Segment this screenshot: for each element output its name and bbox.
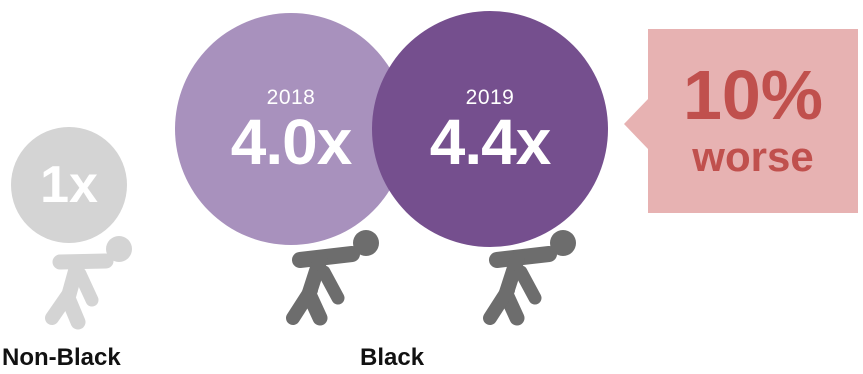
year-2019-label: 2019 [465,86,515,109]
ball-2018 [175,13,407,245]
year-2018-label: 2018 [266,86,316,109]
ball-2018-text: 2018 4.0x [175,86,407,174]
non-black-multiplier: 1x [40,156,98,214]
callout-pointer [624,98,649,150]
ball-2019-text: 2019 4.4x [374,86,606,174]
callout-box [648,29,858,213]
ball-2019 [372,11,608,247]
label-black: Black [360,344,425,371]
multiplier-2019: 4.4x [429,106,552,178]
multiplier-2018: 4.0x [230,106,353,178]
person-pushing-icon [45,236,132,330]
label-non-black: Non-Black [2,344,121,371]
non-black-ball [11,127,127,243]
person-pushing-icon [483,230,576,326]
callout-percent: 10% [682,56,824,134]
person-pushing-icon [286,230,379,326]
callout-word: worse [692,133,814,180]
